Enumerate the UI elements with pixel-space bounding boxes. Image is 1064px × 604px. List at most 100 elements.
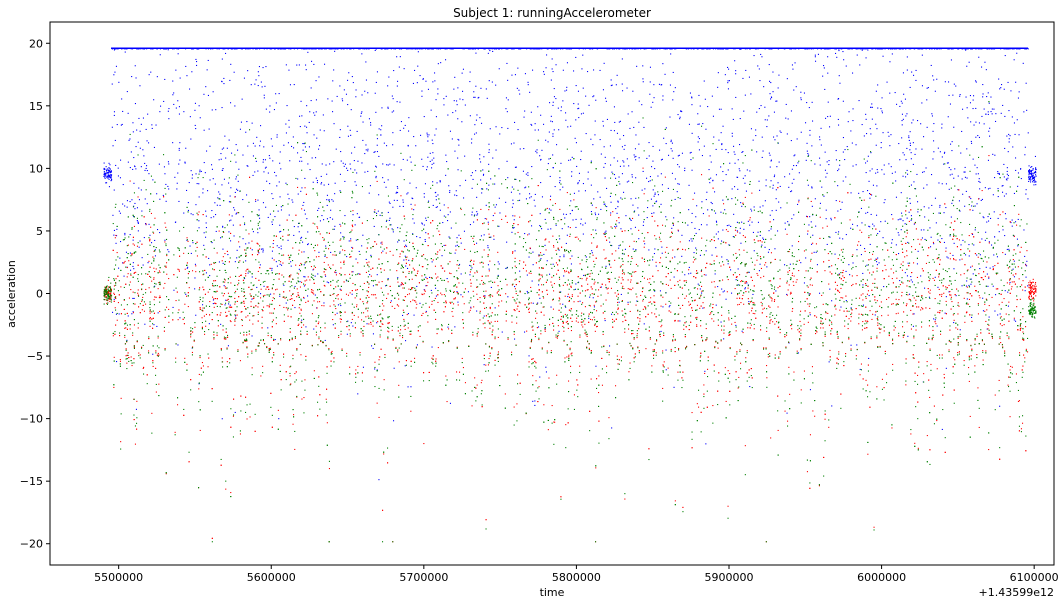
data-point <box>437 276 439 278</box>
data-point <box>258 75 260 77</box>
data-point <box>423 443 425 445</box>
data-point <box>519 93 521 95</box>
data-point <box>785 117 787 119</box>
data-point <box>111 83 113 85</box>
data-point <box>1032 176 1034 178</box>
data-point <box>263 146 265 148</box>
data-point <box>784 176 786 178</box>
data-point <box>627 279 629 281</box>
data-point <box>326 281 328 283</box>
data-point <box>978 295 980 297</box>
data-point <box>698 229 700 231</box>
data-point <box>910 152 912 154</box>
data-point <box>926 361 928 363</box>
data-point <box>884 220 886 222</box>
data-point <box>152 353 154 355</box>
data-point <box>217 197 219 199</box>
data-point <box>552 101 554 103</box>
data-point <box>210 263 212 265</box>
data-point <box>715 233 717 235</box>
data-point <box>717 86 719 88</box>
data-point <box>876 286 878 288</box>
data-point <box>154 285 156 287</box>
data-point <box>118 313 120 315</box>
data-point <box>837 210 839 212</box>
data-point <box>1027 132 1029 134</box>
data-point <box>431 167 433 169</box>
data-point <box>718 139 720 141</box>
data-point <box>246 165 248 167</box>
data-point <box>582 183 584 185</box>
data-point <box>990 217 992 219</box>
data-point <box>959 329 961 331</box>
data-point <box>368 192 370 194</box>
data-point <box>446 401 448 403</box>
data-point <box>215 214 217 216</box>
data-point <box>595 365 597 367</box>
data-point <box>1019 324 1021 326</box>
data-point <box>475 119 477 121</box>
data-point <box>897 219 899 221</box>
data-point <box>254 83 256 85</box>
data-point <box>771 97 773 99</box>
data-point <box>842 51 844 53</box>
data-point <box>426 134 428 136</box>
data-point <box>114 71 116 73</box>
data-point <box>476 196 478 198</box>
data-point <box>916 263 918 265</box>
data-point <box>265 66 267 68</box>
data-point <box>862 191 864 193</box>
data-point <box>324 339 326 341</box>
data-point <box>212 91 214 93</box>
data-point <box>298 268 300 270</box>
data-point <box>416 236 418 238</box>
data-point <box>115 242 117 244</box>
data-point <box>599 196 601 198</box>
data-point <box>456 264 458 266</box>
data-point <box>909 86 911 88</box>
data-point <box>571 320 573 322</box>
data-point <box>238 279 240 281</box>
data-point <box>383 142 385 144</box>
data-point <box>912 313 914 315</box>
data-point <box>309 111 311 113</box>
data-point <box>307 163 309 165</box>
data-point <box>387 211 389 213</box>
data-point <box>856 249 858 251</box>
data-point <box>331 199 333 201</box>
data-point <box>278 181 280 183</box>
data-point <box>396 191 398 193</box>
data-point <box>971 316 973 318</box>
data-point <box>679 118 681 120</box>
data-point <box>699 254 701 256</box>
data-point <box>622 160 624 162</box>
data-point <box>661 246 663 248</box>
data-point <box>375 111 377 113</box>
data-point <box>784 222 786 224</box>
data-point <box>256 286 258 288</box>
data-point <box>886 298 888 300</box>
data-point <box>515 166 517 168</box>
data-point <box>883 330 885 332</box>
data-point <box>137 221 139 223</box>
data-point <box>239 246 241 248</box>
data-point <box>1013 59 1015 61</box>
data-point <box>488 236 490 238</box>
data-point <box>137 141 139 143</box>
data-point <box>129 138 131 140</box>
data-point <box>552 154 554 156</box>
data-point <box>610 164 612 166</box>
data-point <box>144 198 146 200</box>
data-point <box>323 130 325 132</box>
data-point <box>839 164 841 166</box>
data-point <box>312 269 314 271</box>
data-point <box>303 209 305 211</box>
data-point <box>695 272 697 274</box>
data-point <box>860 254 862 256</box>
data-point <box>531 225 533 227</box>
data-point <box>988 241 990 243</box>
data-point <box>354 169 356 171</box>
data-point <box>411 278 413 280</box>
data-point <box>822 75 824 77</box>
data-point <box>715 148 717 150</box>
